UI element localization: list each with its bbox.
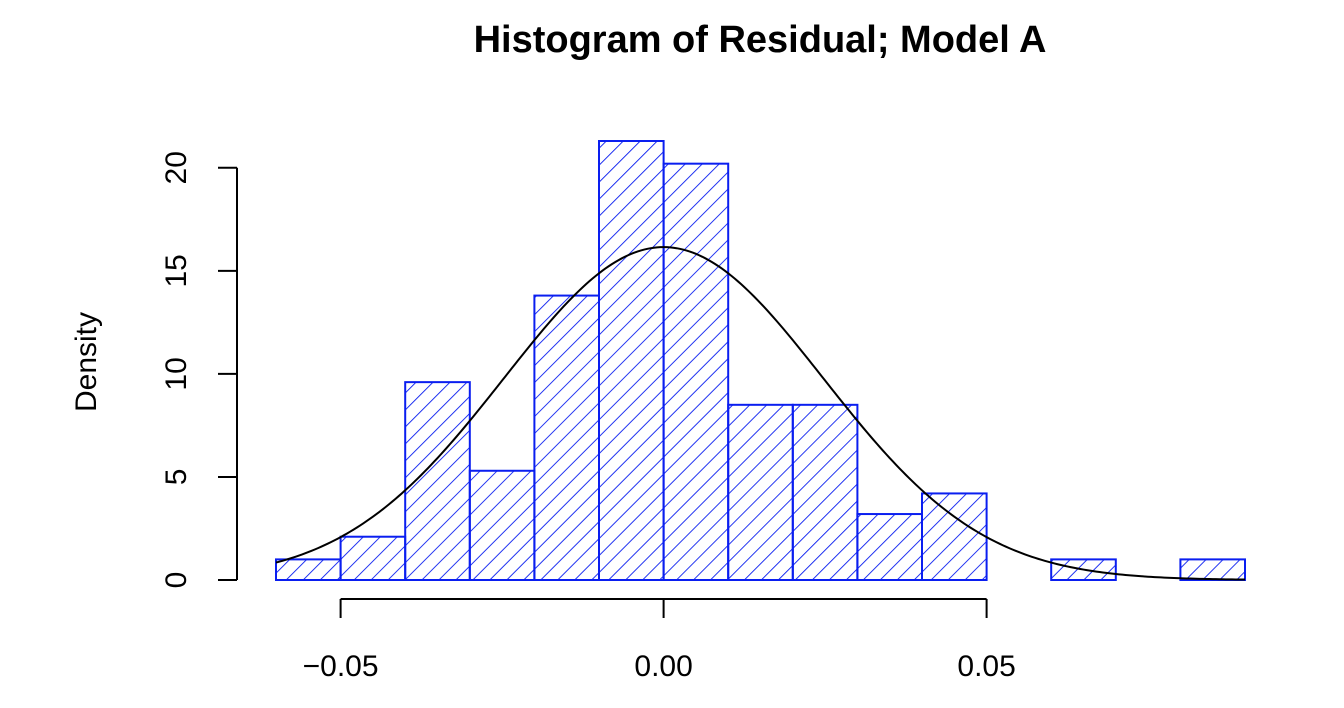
histogram-bar-1 <box>275 558 342 581</box>
y-tick-label: 10 <box>160 357 193 390</box>
x-tick-label: 0.05 <box>957 650 1015 683</box>
x-axis: −0.05 0.00 0.05 <box>303 598 1016 683</box>
x-tick-label: −0.05 <box>303 650 379 683</box>
bars-layer <box>275 140 1247 582</box>
y-tick-label: 20 <box>160 151 193 184</box>
histogram-bar-7 <box>662 162 730 581</box>
y-tick-label: 15 <box>160 254 193 287</box>
histogram-bar-10 <box>856 513 924 581</box>
y-tick-label: 0 <box>160 572 193 589</box>
histogram-bar-9 <box>791 403 859 581</box>
histogram-bar-15 <box>1179 558 1247 581</box>
chart-title: Histogram of Residual; Model A <box>474 19 1047 61</box>
normal-density-curve <box>275 246 1246 581</box>
x-tick-label: 0.00 <box>634 650 692 683</box>
histogram-bar-6 <box>598 140 665 581</box>
y-axis-label: Density <box>70 312 103 412</box>
histogram-bar-5 <box>533 294 601 581</box>
histogram-bar-4 <box>468 469 536 581</box>
histogram-bar-2 <box>339 535 407 582</box>
y-tick-label: 5 <box>160 469 193 486</box>
y-axis: 0 5 10 15 20 <box>160 151 238 589</box>
histogram-bar-8 <box>727 403 794 581</box>
histogram-bar-11 <box>921 492 988 581</box>
curve-layer <box>275 246 1246 581</box>
